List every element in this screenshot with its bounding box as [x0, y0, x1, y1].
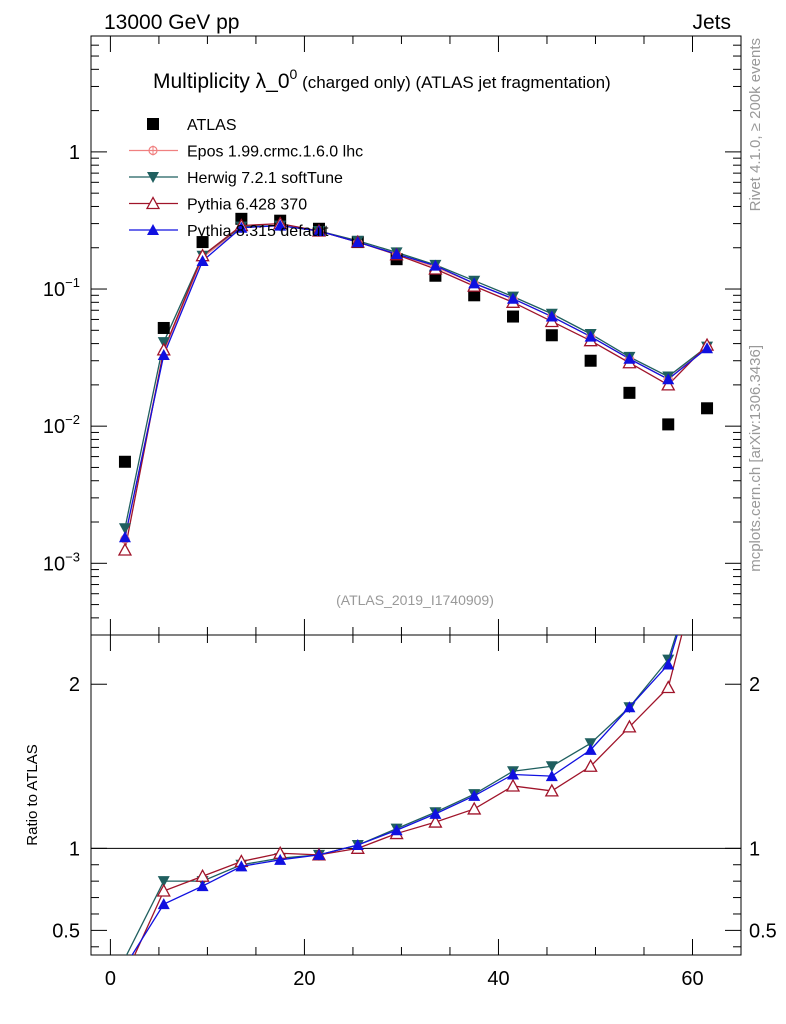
point-atlas	[118, 455, 131, 468]
ratio-point-pythia-8-315-default	[584, 743, 597, 755]
ratio-point-pythia-8-315-default	[623, 701, 636, 713]
ratio-xtick-label: 40	[487, 968, 509, 990]
point-atlas	[196, 236, 209, 249]
point-pythia-8-315-default	[701, 342, 714, 354]
ratio-point-pythia-6-428-370	[428, 814, 443, 828]
main-ytick-label: 10−1	[43, 275, 80, 301]
ratio-point-pythia-6-428-370	[467, 801, 482, 815]
point-pythia-8-315-default	[584, 330, 597, 342]
ratio-line-herwig-7-2-1-softtune	[125, 635, 677, 955]
legend-label-pythia-6-428-370: Pythia 6.428 370	[187, 197, 307, 214]
ratio-point-pythia-8-315-default	[390, 824, 403, 836]
ratio-ytick-label-right: 0.5	[749, 920, 777, 942]
point-pythia-8-315-default	[468, 277, 481, 289]
legend-marker-atlas	[147, 118, 159, 130]
ratio-xtick-label: 60	[681, 968, 703, 990]
point-atlas	[507, 310, 520, 323]
ratio-point-pythia-6-428-370	[661, 680, 676, 694]
point-pythia-8-315-default	[662, 373, 675, 385]
ratio-line-pythia-6-428-370	[133, 635, 683, 955]
ratio-ytick-label-left: 0.5	[52, 920, 80, 942]
point-pythia-8-315-default	[118, 531, 131, 543]
ratio-point-pythia-8-315-default	[545, 770, 558, 782]
point-herwig-7-2-1-softtune	[118, 523, 131, 535]
series-line-pythia-6-428-370	[124, 222, 708, 551]
title-rest: (charged only) (ATLAS jet fragmentation)	[297, 73, 610, 92]
legend-label-atlas: ATLAS	[187, 117, 237, 134]
ratio-line-pythia-8-315-default	[131, 635, 678, 955]
ratio-point-pythia-8-315-default	[235, 860, 248, 872]
ratio-point-pythia-6-428-370	[195, 868, 210, 882]
ratio-panel-frame	[90, 634, 742, 956]
legend-marker-pythia-8-315-default	[147, 224, 159, 235]
point-pythia-8-315-default	[235, 221, 248, 233]
ratio-point-pythia-8-315-default	[274, 853, 287, 865]
ratio-point-pythia-8-315-default	[429, 807, 442, 819]
legend-marker-epos-1-99-crmc-1-6-0-lhc	[148, 145, 158, 156]
point-atlas	[157, 321, 170, 334]
ratio-point-pythia-8-315-default	[351, 839, 364, 851]
point-pythia-6-428-370	[661, 377, 676, 391]
chart-title: Multiplicity λ_00 (charged only) (ATLAS …	[153, 66, 611, 93]
ratio-point-herwig-7-2-1-softtune	[157, 876, 170, 888]
header-left: 13000 GeV pp	[104, 11, 239, 34]
point-pythia-8-315-default	[351, 236, 364, 248]
series-line-pythia-8-315-default	[124, 224, 708, 538]
legend-marker-pythia-6-428-370	[145, 196, 161, 210]
ratio-ytick-label-right: 1	[749, 838, 760, 860]
point-pythia-8-315-default	[390, 248, 403, 260]
point-pythia-8-315-default	[545, 310, 558, 322]
ratio-point-pythia-6-428-370	[544, 783, 559, 797]
ratio-point-pythia-8-315-default	[507, 768, 520, 780]
point-pythia-8-315-default	[507, 292, 520, 304]
point-pythia-8-315-default	[312, 224, 325, 236]
mcplots-label: mcplots.cern.ch [arXiv:1306.3436]	[747, 345, 764, 572]
point-atlas	[545, 329, 558, 342]
point-pythia-8-315-default	[623, 352, 636, 364]
ratio-point-pythia-6-428-370	[583, 758, 598, 772]
ratio-point-pythia-6-428-370	[505, 778, 521, 792]
ratio-ylabel: Ratio to ATLAS	[24, 744, 41, 845]
legend-label-herwig-7-2-1-softtune: Herwig 7.2.1 softTune	[187, 170, 343, 187]
ratio-point-pythia-8-315-default	[468, 789, 481, 801]
ratio-ytick-label-left: 1	[69, 838, 80, 860]
main-ytick-label: 10−3	[43, 549, 80, 575]
ratio-point-pythia-8-315-default	[157, 898, 170, 910]
legend-label-epos-1-99-crmc-1-6-0-lhc: Epos 1.99.crmc.1.6.0 lhc	[187, 144, 363, 161]
point-atlas	[623, 386, 636, 399]
point-atlas	[701, 402, 714, 415]
ratio-xtick-label: 20	[293, 968, 315, 990]
ratio-point-pythia-6-428-370	[622, 719, 637, 733]
point-atlas	[662, 418, 675, 431]
main-ytick-label: 1	[69, 142, 80, 164]
main-ytick-label: 10−2	[43, 412, 80, 438]
ratio-ytick-label-right: 2	[749, 674, 760, 696]
ratio-point-pythia-8-315-default	[312, 848, 325, 860]
ratio-point-pythia-6-428-370	[156, 883, 171, 897]
header-right: Jets	[692, 11, 731, 34]
legend-label-pythia-8-315-default: Pythia 8.315 default	[187, 223, 329, 240]
legend-marker-herwig-7-2-1-softtune	[147, 172, 159, 183]
series-line-epos-1-99-crmc-1-6-0-lhc	[124, 224, 708, 540]
title-main: Multiplicity λ_0	[153, 70, 290, 93]
ratio-point-pythia-8-315-default	[662, 658, 675, 670]
point-pythia-8-315-default	[274, 219, 287, 231]
analysis-watermark: (ATLAS_2019_I1740909)	[336, 592, 494, 608]
rivet-label: Rivet 4.1.0, ≥ 200k events	[747, 38, 764, 211]
ratio-ytick-label-left: 2	[69, 674, 80, 696]
ratio-point-pythia-8-315-default	[196, 880, 209, 892]
point-pythia-8-315-default	[157, 349, 170, 361]
title-sup: 0	[290, 66, 298, 82]
ratio-xtick-label: 0	[105, 968, 116, 990]
ratio-point-herwig-7-2-1-softtune	[584, 738, 597, 750]
ratio-point-herwig-7-2-1-softtune	[545, 761, 558, 773]
point-pythia-8-315-default	[429, 259, 442, 271]
series-line-herwig-7-2-1-softtune	[124, 224, 708, 529]
point-atlas	[468, 289, 481, 302]
point-pythia-8-315-default	[196, 255, 209, 267]
point-pythia-6-428-370	[117, 542, 133, 556]
point-atlas	[584, 354, 597, 367]
